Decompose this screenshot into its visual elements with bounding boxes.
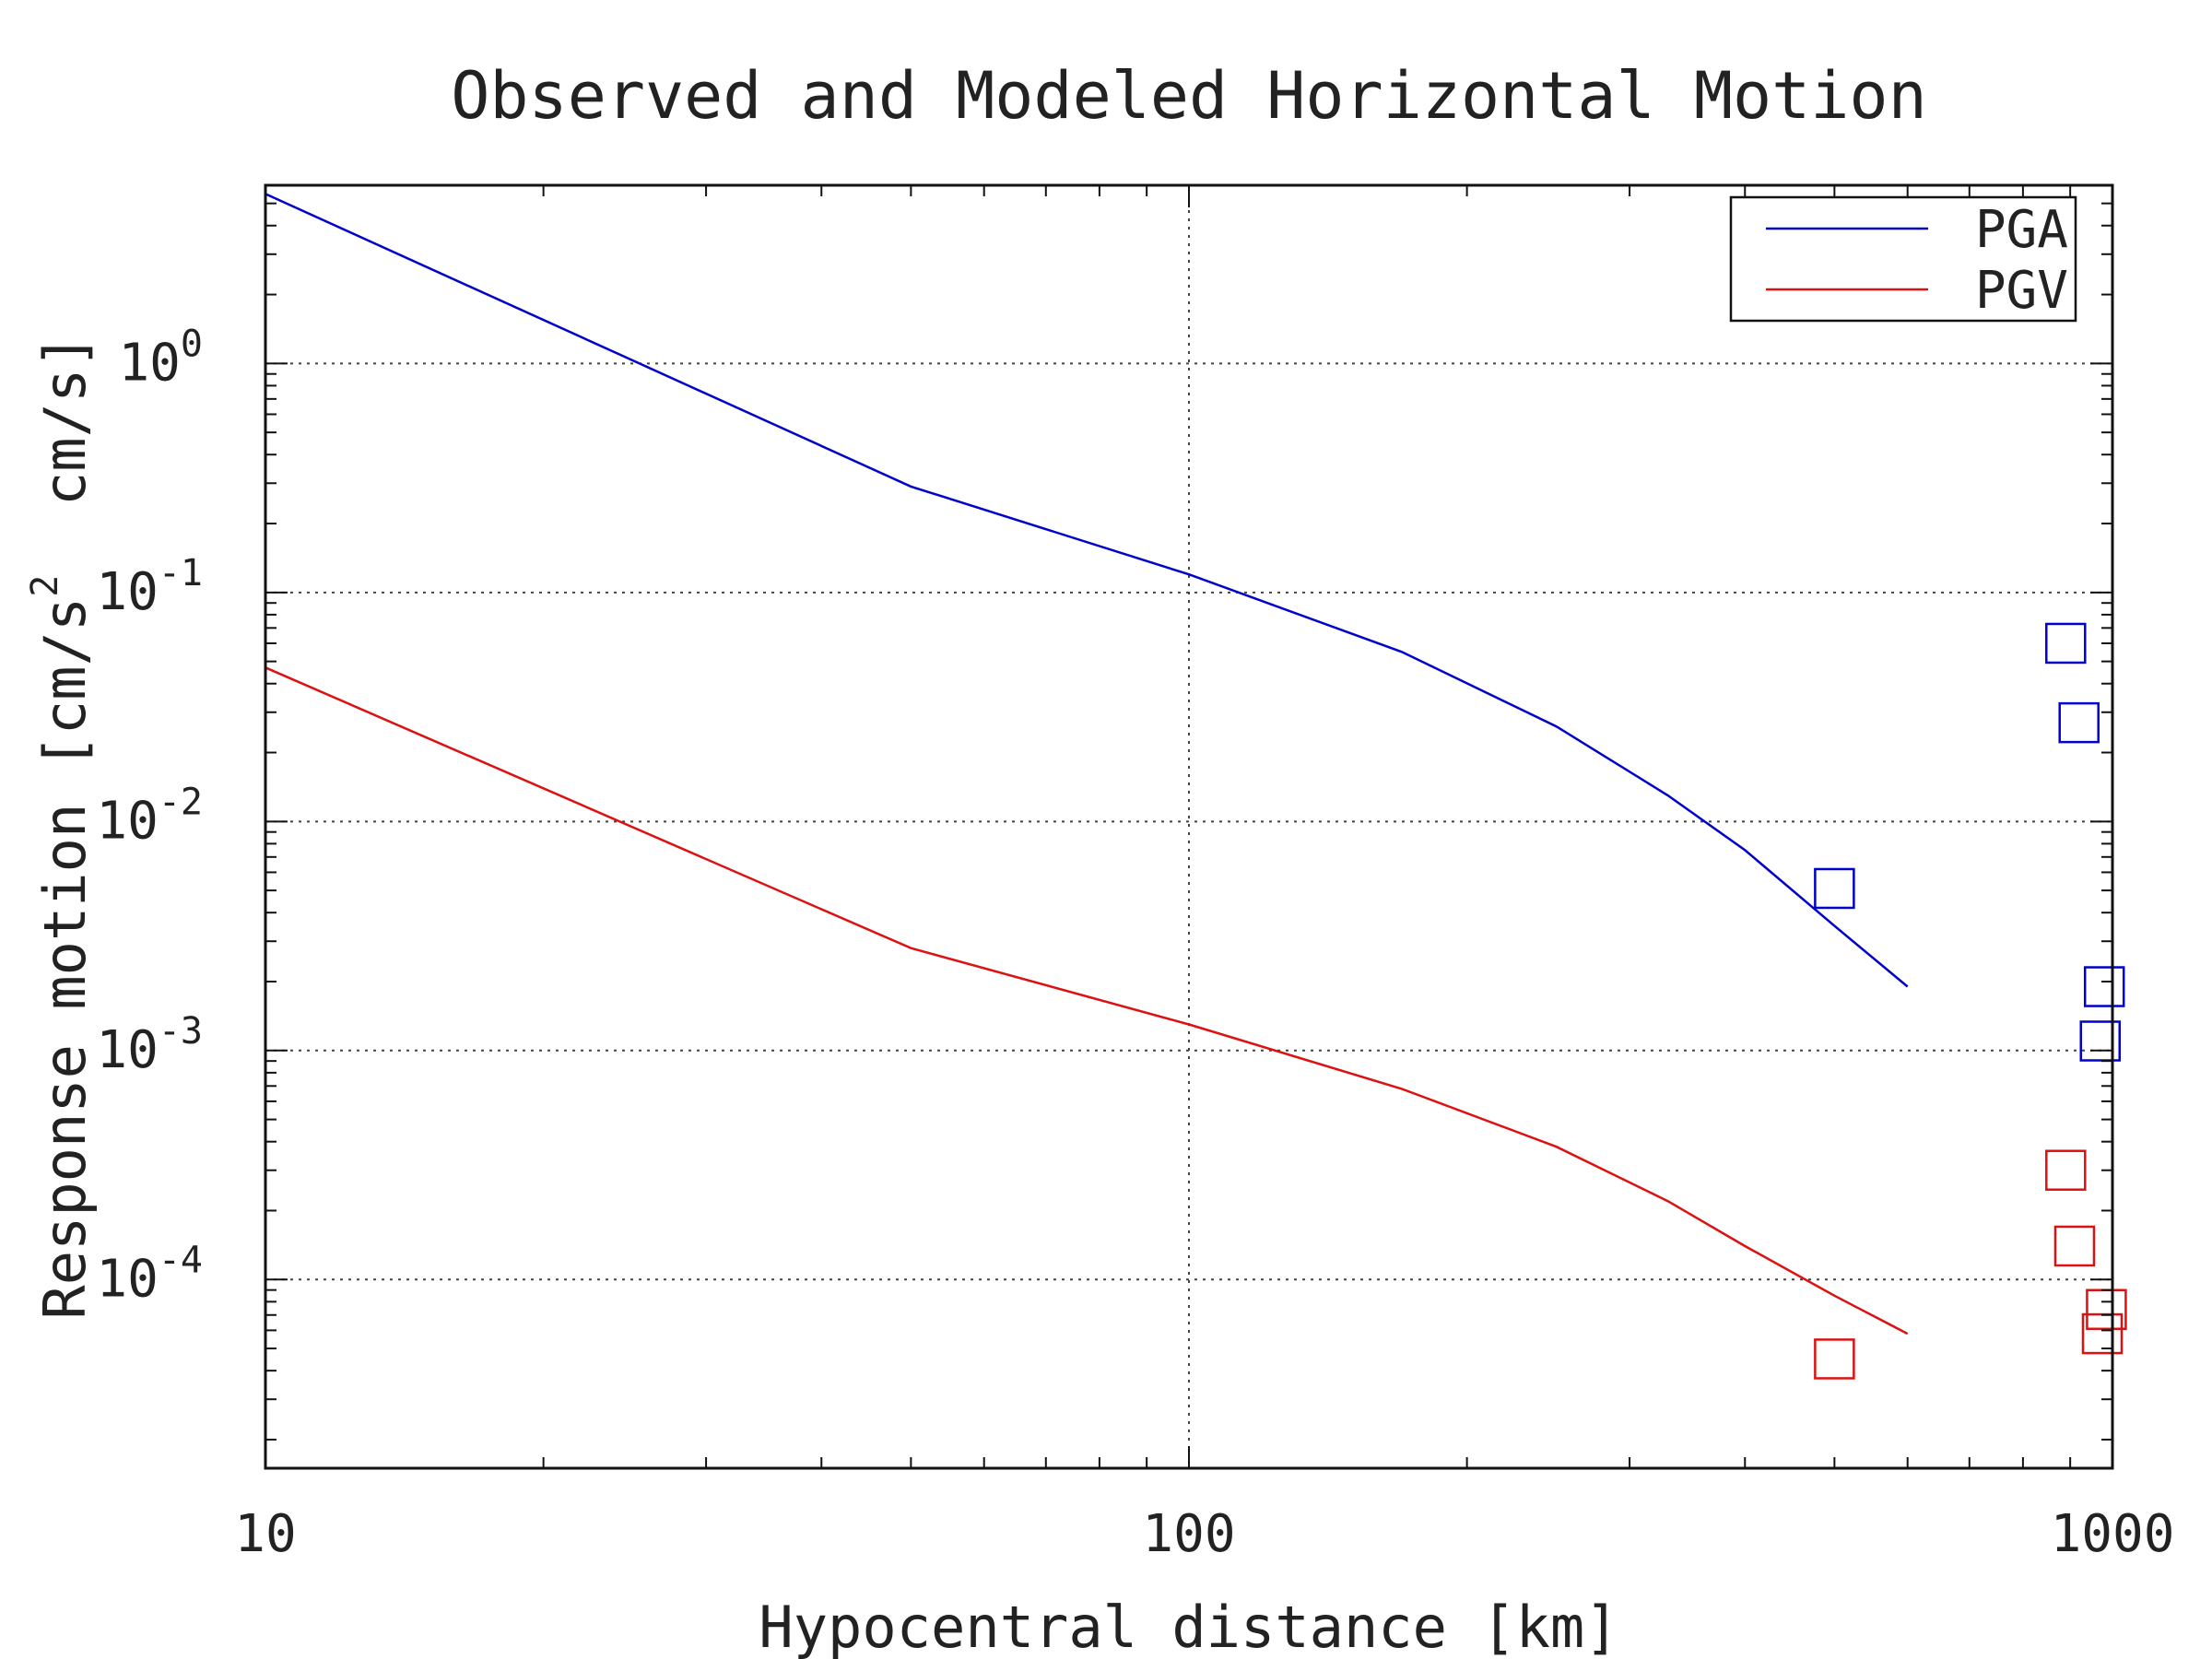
x-axis-label: Hypocentral distance [km] xyxy=(759,1594,1618,1659)
legend-label-pgv: PGV xyxy=(1975,261,2068,321)
x-tick-label: 1000 xyxy=(2051,1504,2175,1564)
y-axis-label: Response motion [cm/s2 cm/s] xyxy=(24,334,99,1319)
legend-label-pga: PGA xyxy=(1975,200,2068,260)
series-line-pgv xyxy=(265,666,1909,1335)
y-tick-label: 10-4 xyxy=(96,1239,203,1309)
plot-frame xyxy=(264,183,2114,1470)
observation-marker-pga xyxy=(1814,867,1855,910)
y-tick-label: 10-1 xyxy=(96,552,203,622)
x-tick-label: 100 xyxy=(1142,1504,1235,1564)
observation-markers xyxy=(1814,622,2127,1380)
grid xyxy=(265,185,2112,1468)
observation-marker-pga xyxy=(2058,701,2100,744)
chart-title: Observed and Modeled Horizontal Motion xyxy=(451,58,1926,134)
observation-marker-pgv xyxy=(2053,1225,2096,1267)
observation-marker-pgv xyxy=(2081,1312,2124,1355)
observation-marker-pga xyxy=(2045,622,2087,665)
y-tick-label: 100 xyxy=(118,323,203,393)
series-lines xyxy=(265,193,1909,1335)
observation-marker-pgv xyxy=(2086,1288,2127,1331)
y-tick-label: 10-2 xyxy=(96,781,203,851)
observation-marker-pgv xyxy=(2045,1149,2087,1191)
legend-box xyxy=(1729,195,2077,323)
axis-ticks: 100 10-1 10-2 10-3 10-4 10 100 1000 xyxy=(96,184,2175,1564)
series-line-pga xyxy=(265,193,1909,988)
x-tick-label: 10 xyxy=(234,1504,296,1564)
observation-marker-pga xyxy=(2083,966,2125,1007)
observation-marker-pgv xyxy=(1814,1338,1855,1380)
y-tick-label: 10-3 xyxy=(96,1010,203,1080)
observation-marker-pga xyxy=(2079,1020,2121,1062)
